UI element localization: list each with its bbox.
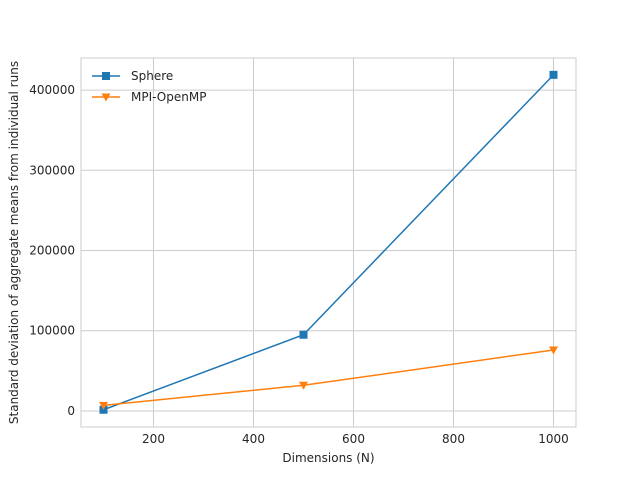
- series-layer: [99, 70, 558, 414]
- plot-area-frame: [80, 57, 577, 428]
- series-line-mpi-openmp: [103, 349, 554, 407]
- y-tick-label: 300000: [29, 163, 75, 177]
- y-tick-label: 100000: [29, 324, 75, 338]
- x-tick-label: 200: [142, 432, 165, 446]
- legend-item-sphere: Sphere: [92, 69, 173, 83]
- x-tick-label: 800: [442, 432, 465, 446]
- x-tick-label: 600: [342, 432, 365, 446]
- legend-marker-sphere: [102, 72, 110, 80]
- y-axis-ticks: 0 100000 200000 300000 400000: [29, 83, 75, 418]
- y-tick-label: 200000: [29, 244, 75, 258]
- x-axis-ticks: 200 400 600 800 1000: [142, 432, 569, 446]
- data-point-sphere: [549, 70, 558, 79]
- x-tick-label: 1000: [538, 432, 569, 446]
- data-point-mpi-openmp: [99, 401, 108, 410]
- data-point-mpi-openmp: [549, 346, 558, 355]
- y-tick-label: 400000: [29, 83, 75, 97]
- data-point-mpi-openmp: [299, 381, 308, 390]
- y-axis-label: Standard deviation of aggregate means fr…: [7, 61, 21, 424]
- legend-item-mpi-openmp: MPI-OpenMP: [92, 90, 206, 104]
- legend: Sphere MPI-OpenMP: [92, 69, 206, 104]
- legend-label-sphere: Sphere: [131, 69, 173, 83]
- legend-label-mpi-openmp: MPI-OpenMP: [131, 90, 206, 104]
- grid-lines: [81, 58, 576, 427]
- y-tick-label: 0: [67, 404, 75, 418]
- legend-marker-mpi-openmp: [101, 93, 111, 102]
- x-axis-label: Dimensions (N): [282, 451, 374, 465]
- data-point-sphere: [299, 330, 308, 339]
- x-tick-label: 400: [242, 432, 265, 446]
